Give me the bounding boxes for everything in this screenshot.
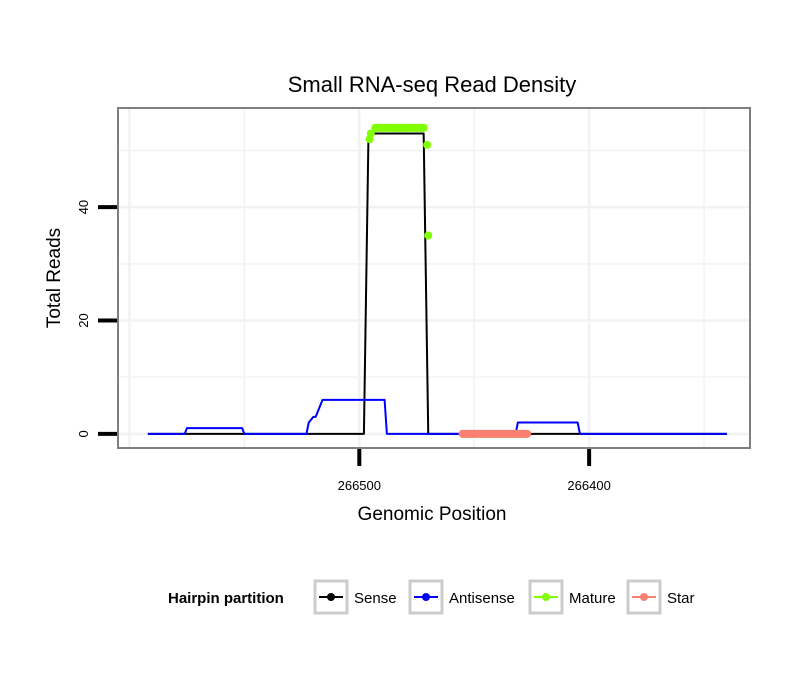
sense-series-line <box>147 132 728 435</box>
mature-point <box>423 140 432 149</box>
mature-point <box>424 231 433 240</box>
legend-label: Sense <box>354 590 397 607</box>
legend-item-star: Star <box>626 579 695 615</box>
chart-title: Small RNA-seq Read Density <box>288 72 577 97</box>
legend: Hairpin partition Sense Antisense Mature St… <box>168 579 695 615</box>
grid <box>118 108 750 448</box>
legend-item-sense: Sense <box>313 579 397 615</box>
series-layer <box>147 123 728 438</box>
x-axis-title: Genomic Position <box>358 504 507 525</box>
legend-key-point <box>422 593 430 601</box>
y-tick-label: 40 <box>76 200 91 214</box>
y-tick-label: 20 <box>76 313 91 327</box>
mature-series-points <box>365 123 433 240</box>
legend-title: Hairpin partition <box>168 590 284 607</box>
x-axis: 266500 266400 <box>338 449 611 493</box>
y-axis: 0 20 40 <box>76 200 117 437</box>
mature-point <box>366 129 375 138</box>
legend-label: Mature <box>569 590 616 607</box>
x-tick-label: 266500 <box>338 478 381 493</box>
legend-key-point <box>640 593 648 601</box>
antisense-series-line <box>147 398 728 435</box>
panel-border <box>117 107 751 449</box>
legend-label: Star <box>667 590 695 607</box>
legend-item-mature: Mature <box>528 579 616 615</box>
y-axis-title: Total Reads <box>44 228 65 328</box>
x-tick-label: 266400 <box>567 478 610 493</box>
legend-item-antisense: Antisense <box>408 579 515 615</box>
star-series-points <box>458 429 532 438</box>
legend-label: Antisense <box>449 590 515 607</box>
legend-key-point <box>327 593 335 601</box>
y-tick-label: 0 <box>76 430 91 437</box>
legend-key-point <box>542 593 550 601</box>
